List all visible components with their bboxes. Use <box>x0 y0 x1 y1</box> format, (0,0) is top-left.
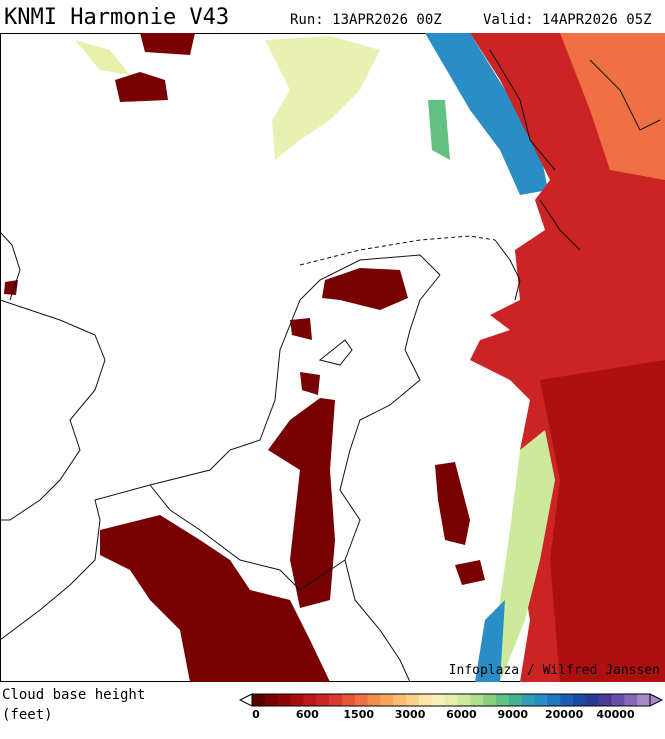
colorbar-swatch <box>457 694 471 706</box>
colorbar-label: 6000 <box>446 708 477 721</box>
colorbar-swatch <box>290 694 304 706</box>
colorbar-swatch <box>495 694 510 706</box>
colorbar-swatch <box>444 694 458 706</box>
colorbar-swatch <box>534 694 548 706</box>
colorbar-swatch <box>252 694 266 706</box>
cloud-area <box>75 40 130 75</box>
colorbar-arrow <box>649 693 664 707</box>
title: KNMI Harmonie V43 <box>4 5 229 30</box>
colorbar-swatch <box>277 694 291 706</box>
colorbar-swatch <box>380 694 394 706</box>
colorbar-swatch <box>264 694 278 706</box>
cloud-area <box>265 36 380 160</box>
cloud-area <box>428 100 450 160</box>
colorbar-swatch <box>329 694 343 706</box>
colorbar-swatch <box>483 694 497 706</box>
border <box>149 484 346 591</box>
colorbar-label: 1500 <box>343 708 374 721</box>
colorbar-swatch <box>393 694 407 706</box>
colorbar-label: 3000 <box>395 708 426 721</box>
coastline <box>0 299 106 521</box>
colorbar-swatch <box>624 694 638 706</box>
cloud-area <box>560 33 665 180</box>
colorbar-swatch <box>354 694 368 706</box>
colorbar-label: 40000 <box>596 708 635 721</box>
colorbar-label: 9000 <box>497 708 528 721</box>
colorbar-swatch <box>367 694 381 706</box>
colorbar-label: 20000 <box>545 708 584 721</box>
colorbar-swatch <box>585 694 599 706</box>
coastline <box>0 254 441 641</box>
colorbar-swatch <box>598 694 612 706</box>
island-chain <box>299 235 496 266</box>
colorbar-swatch <box>341 694 356 706</box>
colorbar-swatch <box>572 694 587 706</box>
colorbar-swatch <box>521 694 535 706</box>
valid-time: Valid: 14APR2026 05Z <box>483 12 652 28</box>
colorbar: 0 600 1500 3000 6000 9000 20000 40000 <box>238 693 664 721</box>
legend-label: Cloud base height <box>2 687 145 703</box>
colorbar-arrow <box>238 693 253 707</box>
colorbar-swatch <box>316 694 330 706</box>
legend-label: (feet) <box>2 707 53 723</box>
colorbar-swatch <box>406 694 420 706</box>
colorbar-label: 0 <box>252 708 260 721</box>
colorbar-swatch <box>418 694 433 706</box>
coastline <box>0 231 21 301</box>
run-time: Run: 13APR2026 00Z <box>290 12 442 28</box>
colorbar-swatch <box>637 694 651 706</box>
border <box>339 274 441 683</box>
colorbar-swatch <box>470 694 484 706</box>
colorbar-swatch <box>303 694 317 706</box>
colorbar-label: 600 <box>296 708 319 721</box>
coastline <box>489 49 661 301</box>
low-cloud <box>4 33 485 682</box>
credit: Infoplaza / Wilfred Janssen <box>449 663 660 678</box>
cloud-area <box>425 33 548 195</box>
colorbar-swatch <box>431 694 445 706</box>
map: Infoplaza / Wilfred Janssen <box>0 33 665 683</box>
colorbar-swatch <box>508 694 522 706</box>
lake <box>318 339 353 366</box>
colorbar-swatch <box>560 694 574 706</box>
cloud-area <box>540 360 665 682</box>
cloud-area <box>475 600 505 682</box>
colorbar-swatch <box>547 694 561 706</box>
colorbar-swatch <box>611 694 625 706</box>
colorbar-frame <box>251 693 651 707</box>
